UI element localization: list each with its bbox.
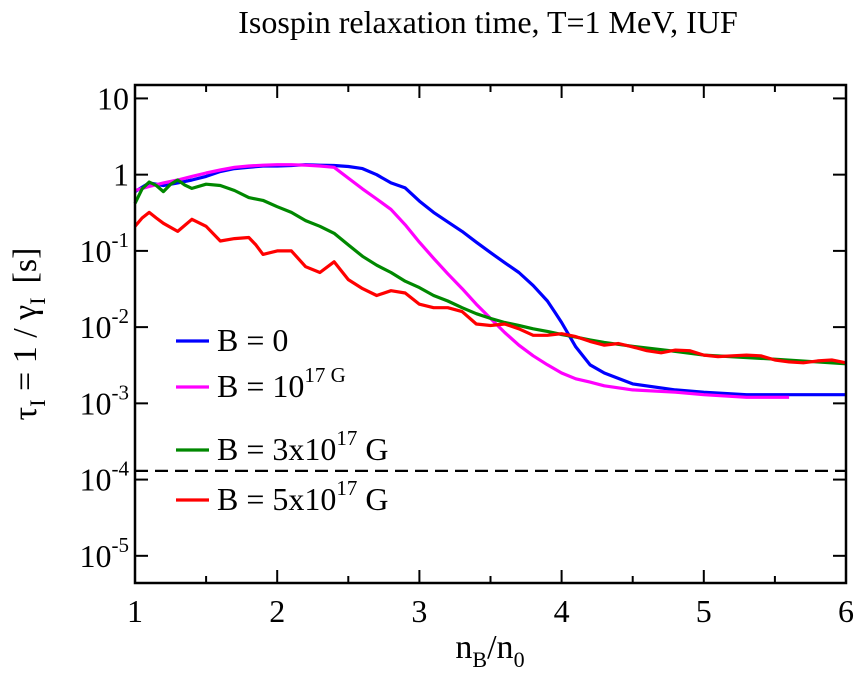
x-tick-label: 2 [269, 593, 285, 629]
x-tick-label: 3 [411, 593, 427, 629]
legend-item-4: B = 5x1017 G [176, 476, 389, 517]
legend-item-2: B = 1017 G [176, 363, 346, 404]
legend-label: B = 1017 G [217, 363, 346, 404]
x-tick-label: 6 [838, 593, 854, 629]
y-tick-label: 10-1 [80, 228, 130, 269]
y-tick-label: 10-4 [80, 457, 130, 498]
x-tick-labels: 1 2 3 4 5 6 [127, 593, 854, 629]
x-tick-label: 4 [554, 593, 570, 629]
y-tick-label: 10 [97, 80, 129, 116]
series-line-2 [134, 163, 790, 399]
legend: B = 0 B = 1017 G B = 3x1017 G B = 5x1017 G [176, 322, 389, 517]
plot-lines [133, 163, 847, 399]
legend-label: B = 5x1017 G [217, 476, 389, 517]
legend-item-1: B = 0 [176, 322, 288, 358]
legend-label: B = 3x1017 G [217, 426, 389, 467]
series-line-1 [134, 163, 846, 397]
series-line-4 [133, 210, 847, 365]
y-tick-label: 1 [113, 157, 129, 193]
x-axis-label: nB/n0 [455, 629, 524, 672]
axis-ticks [134, 85, 847, 583]
y-tick-label: 10-3 [80, 380, 130, 421]
legend-label: B = 0 [217, 322, 288, 358]
chart-title: Isospin relaxation time, T=1 MeV, IUF [238, 4, 737, 40]
y-tick-label: 10-2 [80, 304, 130, 345]
y-axis-label: τI = 1 / γI[s] [7, 248, 50, 421]
x-tick-label: 5 [696, 593, 712, 629]
y-tick-label: 10-5 [80, 533, 130, 574]
legend-item-3: B = 3x1017 G [176, 426, 389, 467]
x-tick-label: 1 [127, 593, 143, 629]
y-tick-labels: 10 1 10-1 10-2 10-3 10-4 10-5 [80, 80, 130, 573]
